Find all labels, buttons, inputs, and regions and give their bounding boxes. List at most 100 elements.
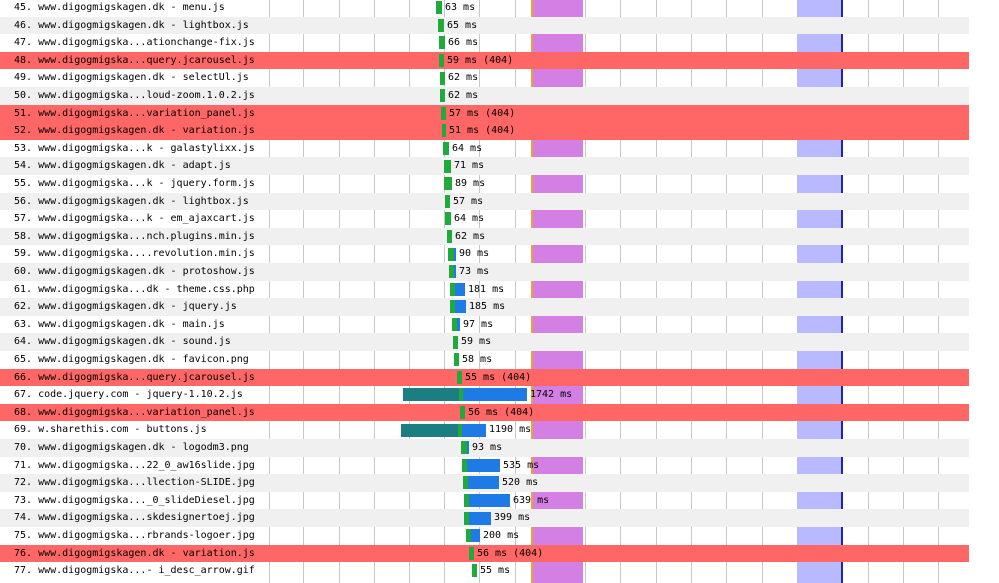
request-label[interactable]: 53. www.digogmigska...k - galastylixx.js bbox=[14, 142, 255, 154]
request-label[interactable]: 63. www.digogmigskagen.dk - main.js bbox=[14, 318, 225, 330]
ttfb-segment bbox=[453, 335, 458, 349]
request-row[interactable]: 66. www.digogmigska...query.jcarousel.js… bbox=[0, 368, 969, 387]
request-row[interactable]: 58. www.digogmigska...nch.plugins.min.js… bbox=[0, 227, 969, 246]
request-row[interactable]: 50. www.digogmigska...loud-zoom.1.0.2.js… bbox=[0, 87, 969, 105]
request-label[interactable]: 51. www.digogmigska...variation_panel.js bbox=[14, 107, 255, 119]
request-label[interactable]: 65. www.digogmigskagen.dk - favicon.png bbox=[14, 354, 249, 365]
grid-line bbox=[938, 0, 939, 583]
timing-value: 66 ms bbox=[448, 37, 479, 49]
request-label[interactable]: 62. www.digogmigskagen.dk - jquery.js bbox=[14, 301, 237, 313]
timing-label: 93 ms bbox=[472, 439, 502, 457]
request-label[interactable]: 67. code.jquery.com - jquery-1.10.2.js bbox=[14, 389, 243, 401]
timing-label: 181 ms bbox=[468, 281, 504, 299]
request-label[interactable]: 68. www.digogmigska...variation_panel.js bbox=[14, 406, 255, 418]
request-row[interactable]: 71. www.digogmigska...22_0_aw16slide.jpg… bbox=[0, 457, 969, 475]
request-row[interactable]: 46. www.digogmigskagen.dk - lightbox.js 6… bbox=[0, 16, 969, 35]
request-row[interactable]: 74. www.digogmigska...skdesignertoej.jpg… bbox=[0, 509, 969, 527]
timing-value: 1742 ms bbox=[530, 389, 573, 401]
request-row[interactable]: 48. www.digogmigska...query.jcarousel.js… bbox=[0, 51, 969, 70]
request-row[interactable]: 61. www.digogmigska...dk - theme.css.php… bbox=[0, 281, 969, 299]
request-row[interactable]: 70. www.digogmigskagen.dk - logodm3.png 9… bbox=[0, 439, 969, 457]
request-label[interactable]: 61. www.digogmigska...dk - theme.css.php bbox=[14, 283, 255, 295]
timing-value: 399 ms bbox=[494, 512, 531, 524]
ttfb-segment bbox=[448, 247, 454, 261]
ttfb-segment bbox=[449, 265, 454, 279]
request-row[interactable]: 54. www.digogmigskagen.dk - adapt.js 71 m… bbox=[0, 157, 969, 175]
request-label[interactable]: 55. www.digogmigska...k - jquery.form.js bbox=[14, 178, 255, 189]
request-row[interactable]: 69. w.sharethis.com - buttons.js 1190 ms bbox=[0, 421, 969, 439]
timing-value: 58 ms bbox=[462, 354, 493, 365]
dns-connect-segment bbox=[401, 423, 458, 437]
request-row[interactable]: 52. www.digogmigskagen.dk - variation.js… bbox=[0, 122, 969, 140]
request-row[interactable]: 60. www.digogmigskagen.dk - protoshow.js… bbox=[0, 263, 969, 281]
status-code: (404) bbox=[501, 371, 532, 383]
timing-label: 200 ms bbox=[483, 527, 519, 545]
request-label[interactable]: 70. www.digogmigskagen.dk - logodm3.png bbox=[14, 442, 249, 453]
request-row[interactable]: 65. www.digogmigskagen.dk - favicon.png 5… bbox=[0, 351, 969, 369]
request-row[interactable]: 49. www.digogmigskagen.dk - selectUl.js 6… bbox=[0, 69, 969, 87]
request-label[interactable]: 58. www.digogmigska...nch.plugins.min.js bbox=[14, 230, 255, 242]
request-row[interactable]: 63. www.digogmigskagen.dk - main.js 97 ms bbox=[0, 316, 969, 334]
request-label[interactable]: 52. www.digogmigskagen.dk - variation.js bbox=[14, 125, 255, 137]
grid-line bbox=[656, 0, 657, 583]
request-row[interactable]: 55. www.digogmigska...k - jquery.form.js… bbox=[0, 175, 969, 193]
ttfb-segment bbox=[444, 177, 452, 191]
timing-value: 55 ms bbox=[465, 371, 496, 383]
request-label[interactable]: 66. www.digogmigska...query.jcarousel.js bbox=[14, 371, 255, 383]
ttfb-segment bbox=[464, 511, 469, 525]
request-label[interactable]: 64. www.digogmigskagen.dk - sound.js bbox=[14, 336, 231, 348]
request-label[interactable]: 49. www.digogmigskagen.dk - selectUl.js bbox=[14, 72, 249, 84]
timing-value: 56 ms bbox=[477, 547, 508, 559]
grid-line bbox=[444, 0, 445, 583]
timing-value: 62 ms bbox=[455, 230, 486, 242]
request-row[interactable]: 72. www.digogmigska...llection-SLIDE.jpg… bbox=[0, 474, 969, 492]
request-label[interactable]: 76. www.digogmigskagen.dk - variation.js bbox=[14, 547, 255, 559]
request-label[interactable]: 45. www.digogmigskagen.dk - menu.js bbox=[14, 2, 225, 13]
timing-value: 200 ms bbox=[483, 530, 520, 541]
request-row[interactable]: 75. www.digogmigska...rbrands-logoer.jpg… bbox=[0, 527, 969, 545]
request-label[interactable]: 74. www.digogmigska...skdesignertoej.jpg bbox=[14, 512, 255, 524]
request-label[interactable]: 77. www.digogmigska...- i_desc_arrow.gif bbox=[14, 565, 255, 577]
timing-label: 59 ms bbox=[461, 333, 491, 351]
request-label[interactable]: 46. www.digogmigskagen.dk - lightbox.js bbox=[14, 19, 249, 31]
request-label[interactable]: 73. www.digogmigska..._0_slideDiesel.jpg bbox=[14, 494, 255, 506]
request-label[interactable]: 56. www.digogmigskagen.dk - lightbox.js bbox=[14, 195, 249, 207]
grid-line bbox=[479, 0, 480, 583]
request-row[interactable]: 51. www.digogmigska...variation_panel.js… bbox=[0, 104, 969, 123]
timing-value: 71 ms bbox=[454, 160, 485, 172]
request-row[interactable]: 73. www.digogmigska..._0_slideDiesel.jpg… bbox=[0, 492, 969, 510]
request-row[interactable]: 77. www.digogmigska...- i_desc_arrow.gif… bbox=[0, 562, 969, 580]
request-label[interactable]: 48. www.digogmigska...query.jcarousel.js bbox=[14, 54, 255, 66]
request-label[interactable]: 50. www.digogmigska...loud-zoom.1.0.2.js bbox=[14, 90, 255, 101]
ttfb-segment bbox=[436, 1, 442, 15]
request-label[interactable]: 54. www.digogmigskagen.dk - adapt.js bbox=[14, 160, 231, 172]
render-start-line bbox=[531, 0, 533, 583]
request-row[interactable]: 45. www.digogmigskagen.dk - menu.js 63 ms bbox=[0, 0, 969, 17]
request-label[interactable]: 69. w.sharethis.com - buttons.js bbox=[14, 424, 207, 436]
request-row[interactable]: 76. www.digogmigskagen.dk - variation.js… bbox=[0, 544, 969, 563]
request-row[interactable]: 62. www.digogmigskagen.dk - jquery.js 185… bbox=[0, 298, 969, 316]
request-label[interactable]: 60. www.digogmigskagen.dk - protoshow.js bbox=[14, 266, 255, 277]
request-label[interactable]: 72. www.digogmigska...llection-SLIDE.jpg bbox=[14, 477, 255, 489]
request-label[interactable]: 47. www.digogmigska...ationchange-fix.js bbox=[14, 37, 255, 49]
timing-value: 57 ms bbox=[449, 107, 480, 119]
request-label[interactable]: 57. www.digogmigska...k - em_ajaxcart.js bbox=[14, 213, 255, 225]
timing-value: 57 ms bbox=[453, 195, 484, 207]
dns-connect-segment bbox=[403, 388, 459, 402]
request-row[interactable]: 56. www.digogmigskagen.dk - lightbox.js 5… bbox=[0, 192, 969, 211]
timing-label: 520 ms bbox=[502, 474, 538, 492]
request-row[interactable]: 57. www.digogmigska...k - em_ajaxcart.js… bbox=[0, 210, 969, 228]
request-label[interactable]: 59. www.digogmigska....revolution.min.js bbox=[14, 248, 255, 260]
timing-value: 59 ms bbox=[461, 336, 492, 348]
request-row[interactable]: 67. code.jquery.com - jquery-1.10.2.js 17… bbox=[0, 386, 969, 404]
request-row[interactable]: 47. www.digogmigska...ationchange-fix.js… bbox=[0, 34, 969, 52]
grid-line bbox=[620, 0, 621, 583]
request-label[interactable]: 71. www.digogmigska...22_0_aw16slide.jpg bbox=[14, 459, 255, 471]
request-row[interactable]: 53. www.digogmigska...k - galastylixx.js… bbox=[0, 140, 969, 158]
request-label[interactable]: 75. www.digogmigska...rbrands-logoer.jpg bbox=[14, 530, 255, 541]
request-row[interactable]: 68. www.digogmigska...variation_panel.js… bbox=[0, 403, 969, 422]
request-row[interactable]: 59. www.digogmigska....revolution.min.js… bbox=[0, 245, 969, 263]
request-row[interactable]: 64. www.digogmigskagen.dk - sound.js 59 m… bbox=[0, 333, 969, 351]
ttfb-segment bbox=[444, 159, 451, 173]
ttfb-segment bbox=[452, 318, 457, 332]
